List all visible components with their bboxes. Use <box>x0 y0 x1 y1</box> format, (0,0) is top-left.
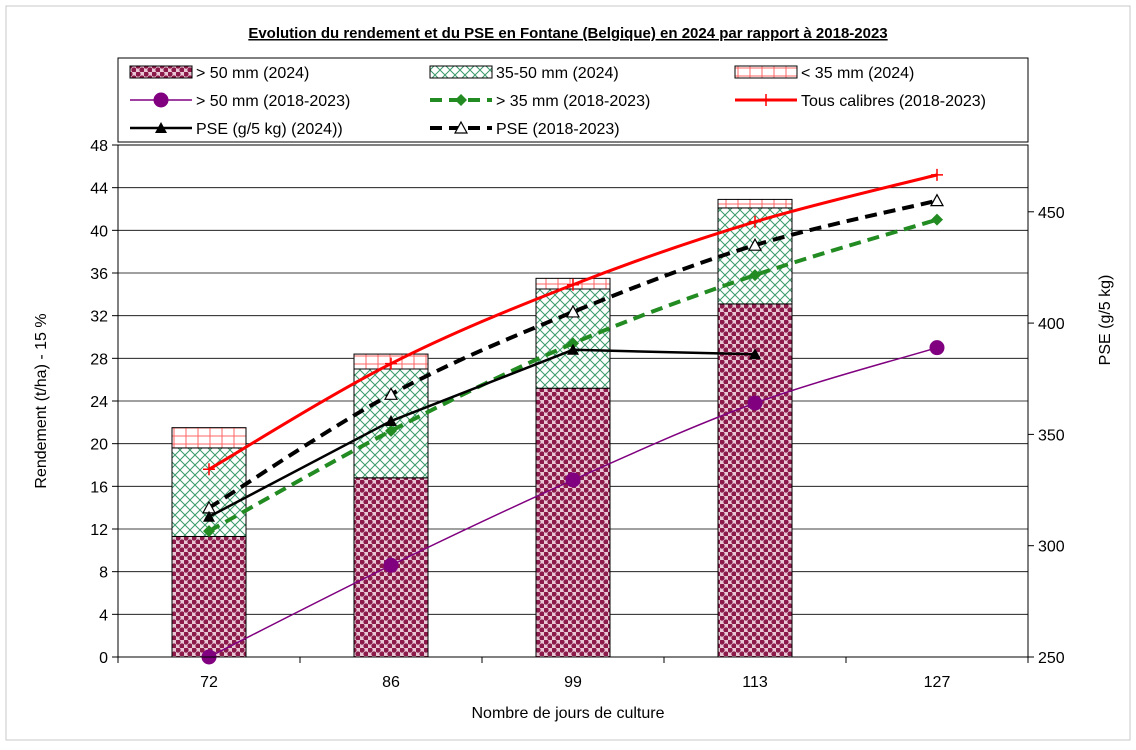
data-point <box>931 213 943 226</box>
data-point <box>567 343 579 355</box>
x-tick-label: 127 <box>924 674 951 691</box>
y-tick-label: 24 <box>90 394 108 411</box>
y2-tick-label: 250 <box>1038 650 1065 667</box>
data-point <box>453 120 469 134</box>
data-point <box>747 237 763 251</box>
y-tick-label: 0 <box>99 650 108 667</box>
data-point <box>760 94 772 106</box>
data-point <box>203 510 215 522</box>
legend-swatch <box>734 65 798 79</box>
legend-swatch <box>129 65 193 79</box>
legend-label: > 50 mm (2024) <box>196 65 309 82</box>
y-axis-label: Rendement (t/ha) - 15 % <box>33 313 50 488</box>
data-point <box>385 424 397 437</box>
data-point <box>749 215 761 228</box>
y-tick-label: 28 <box>90 351 108 368</box>
legend-swatch <box>429 65 493 79</box>
legend-label: PSE (2018-2023) <box>496 121 620 138</box>
y2-axis-label: PSE (g/5 kg) <box>1097 275 1114 366</box>
series-line <box>208 348 756 518</box>
y-tick-label: 32 <box>90 309 108 326</box>
bar <box>171 427 247 449</box>
data-point <box>567 337 579 350</box>
data-point <box>385 357 397 370</box>
x-tick-label: 72 <box>200 674 218 691</box>
bars <box>171 198 793 658</box>
data-point <box>153 92 169 108</box>
data-point <box>929 193 945 207</box>
legend-label: > 50 mm (2018-2023) <box>196 93 350 110</box>
data-point <box>565 304 581 318</box>
y2-tick-label: 300 <box>1038 539 1065 556</box>
y2-tick-label: 450 <box>1038 205 1065 222</box>
data-point <box>749 348 761 360</box>
x-tick-label: 99 <box>564 674 582 691</box>
legend-label: 35-50 mm (2024) <box>496 65 619 82</box>
x-tick-label: 113 <box>742 674 768 691</box>
legend-label: < 35 mm (2024) <box>801 65 914 82</box>
legend: > 50 mm (2024) 35-50 mm (2024) < 35 mm (20… <box>129 65 986 138</box>
data-point <box>203 463 215 476</box>
chart-title: Evolution du rendement et du PSE en Font… <box>248 25 887 42</box>
legend-box <box>117 57 1029 143</box>
y-tick-label: 12 <box>90 522 108 539</box>
legend-label: PSE (g/5 kg) (2024)) <box>196 121 343 138</box>
y-tick-label: 36 <box>90 266 108 283</box>
series-line <box>207 198 938 510</box>
x-tick-label: 86 <box>382 674 400 691</box>
y2-tick-label: 400 <box>1038 316 1065 333</box>
data-point <box>749 269 761 282</box>
data-point <box>455 94 467 106</box>
bar <box>717 198 793 209</box>
y-tick-label: 4 <box>99 607 108 624</box>
y-tick-label: 44 <box>90 181 108 198</box>
data-point <box>385 415 397 427</box>
y-tick-label: 40 <box>90 223 108 240</box>
data-point <box>383 557 399 573</box>
bar <box>535 387 611 658</box>
data-point <box>565 472 581 488</box>
y-tick-label: 8 <box>99 565 108 582</box>
y-tick-label: 16 <box>90 479 108 496</box>
data-point <box>567 278 579 291</box>
data-point <box>747 395 763 411</box>
data-point <box>929 340 945 356</box>
legend-label: Tous calibres (2018-2023) <box>801 93 986 110</box>
data-point <box>383 387 399 400</box>
bar <box>717 303 793 658</box>
bar <box>171 535 247 658</box>
legend-label: > 35 mm (2018-2023) <box>496 93 650 110</box>
series-lines <box>201 168 945 665</box>
data-point <box>203 525 215 538</box>
y-tick-label: 48 <box>90 138 108 155</box>
y2-tick-label: 350 <box>1038 427 1065 444</box>
x-axis-label: Nombre de jours de culture <box>472 705 665 722</box>
data-point <box>155 122 167 133</box>
y-tick-label: 20 <box>90 437 108 454</box>
data-point <box>931 168 943 181</box>
axes: 0481216202428323640444825030035040045072… <box>90 138 1065 691</box>
